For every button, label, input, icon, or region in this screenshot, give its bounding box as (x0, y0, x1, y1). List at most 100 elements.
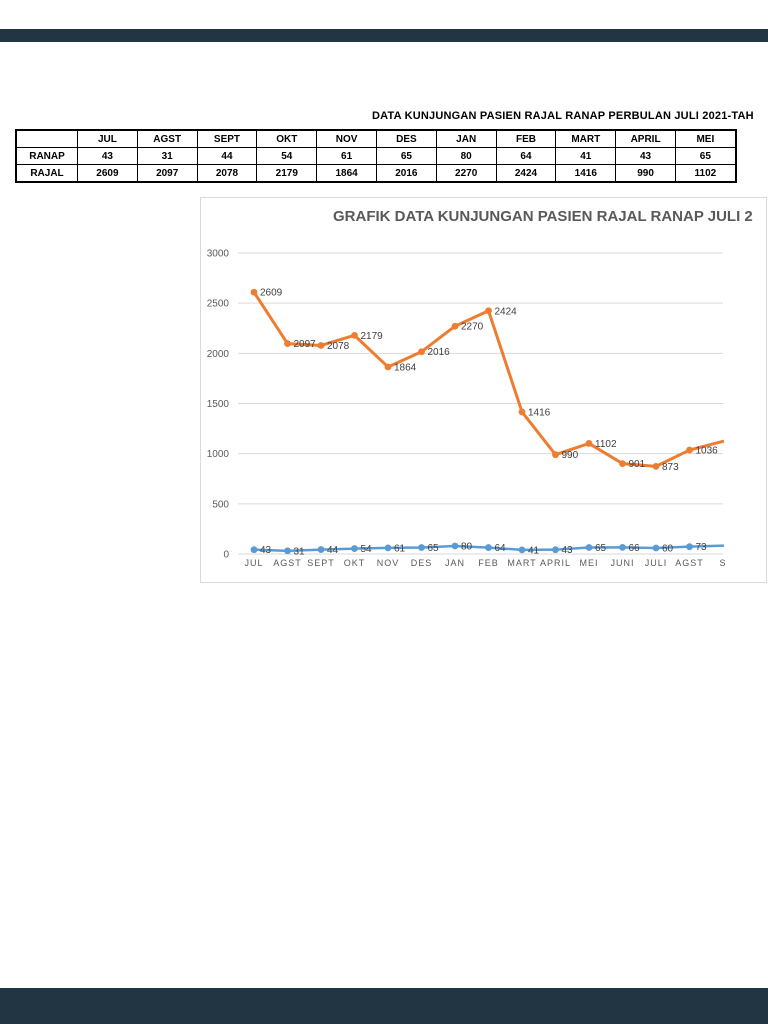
table-header-cell: JUL (77, 129, 138, 148)
series-line-rajal (252, 291, 725, 468)
data-point-rajal (384, 363, 392, 371)
data-point-rajal (317, 342, 325, 349)
data-table: JUL AGST SEPT OKT NOV DES JAN FEB MART APRIL MEI RA… (15, 129, 737, 183)
x-axis-tick-label: JAN (445, 558, 465, 568)
data-label: 61 (394, 543, 406, 554)
table-header-cell: APRIL (615, 129, 676, 148)
data-point-rajal (418, 348, 425, 356)
chart: GRAFIK DATA KUNJUNGAN PASIEN RAJAL RANAP… (200, 197, 767, 583)
table-row-label: RANAP (15, 147, 78, 165)
data-label: 1864 (394, 362, 417, 373)
y-axis-tick-label: 0 (223, 550, 229, 561)
data-label: 2270 (461, 322, 484, 333)
data-label: 901 (629, 459, 646, 470)
x-axis-tick-label: MEI (579, 558, 598, 568)
x-axis-tick-label: JUL (244, 558, 263, 568)
data-point-ranap (686, 543, 693, 551)
data-label: 43 (260, 545, 272, 556)
data-point-ranap (518, 546, 526, 554)
data-point-ranap (485, 544, 492, 551)
data-point-ranap (585, 544, 593, 551)
data-label: 73 (696, 542, 708, 553)
data-label: 60 (662, 543, 674, 554)
x-axis-tick-label: APRIL (540, 558, 571, 568)
data-point-rajal (250, 288, 258, 296)
data-label: 2609 (260, 288, 283, 299)
table-cell: 2424 (495, 164, 557, 183)
y-axis-tick-label: 2000 (207, 349, 230, 360)
table-header-cell: SEPT (196, 129, 258, 148)
data-label: 54 (361, 544, 373, 555)
data-point-ranap (384, 544, 392, 552)
table-header-cell: NOV (316, 129, 377, 148)
table-header-cell: DES (375, 129, 437, 148)
table-cell: 1416 (555, 164, 617, 183)
x-axis-tick-label: MART (507, 558, 536, 568)
data-label: 1416 (528, 407, 551, 418)
table-cell: 1102 (674, 164, 737, 183)
x-axis-tick-label: NOV (377, 558, 400, 568)
data-point-ranap (317, 546, 325, 553)
data-label: 990 (562, 450, 579, 461)
table-row: JUL AGST SEPT OKT NOV DES JAN FEB MART APRIL MEI (15, 129, 737, 148)
table-cell: 2270 (435, 164, 497, 183)
table-cell: 2078 (196, 164, 258, 183)
data-label: 64 (495, 543, 507, 554)
data-point-ranap (552, 546, 559, 554)
x-axis-tick-label: FEB (478, 558, 499, 568)
table-cell: 31 (136, 147, 198, 165)
table-row: RAJAL 2609 2097 2078 2179 1864 2016 2270 2424 141… (15, 164, 737, 183)
table-row-label: RAJAL (15, 164, 78, 183)
data-point-rajal (619, 460, 626, 467)
data-point-ranap (418, 544, 425, 551)
data-label: 44 (327, 545, 339, 556)
table-cell: 1864 (316, 164, 377, 183)
table-cell: 65 (375, 147, 437, 165)
y-axis-tick-label: 1500 (207, 399, 230, 410)
data-label: 2179 (361, 331, 384, 342)
x-axis-tick-label: JULI (645, 558, 668, 568)
table-header-cell: MEI (674, 129, 737, 148)
data-label: 80 (461, 541, 473, 552)
x-axis-tick-label: DES (411, 558, 433, 568)
table-header-cell: JAN (435, 129, 497, 148)
table-row: RANAP 43 31 44 54 61 65 80 64 41 43 65 (15, 147, 737, 165)
x-axis-tick-label: JUNI (611, 558, 635, 568)
table-cell: 2609 (77, 164, 138, 183)
table-cell: 2097 (136, 164, 198, 183)
data-label: 65 (428, 543, 440, 554)
data-label: 41 (528, 545, 540, 556)
table-cell: 2016 (375, 164, 437, 183)
table-header-cell: FEB (495, 129, 557, 148)
data-label: 2097 (294, 339, 317, 350)
data-point-rajal (485, 307, 492, 315)
y-axis-tick-label: 2500 (207, 299, 230, 310)
viewer-page-gap-bottom (0, 988, 768, 1024)
data-label: 1102 (595, 439, 617, 450)
chart-title: GRAFIK DATA KUNJUNGAN PASIEN RAJAL RANAP… (333, 208, 753, 225)
x-axis-tick-label: SEPT (307, 558, 335, 568)
table-cell: 990 (615, 164, 676, 183)
data-point-rajal (451, 322, 459, 330)
data-point-ranap (250, 546, 258, 554)
document-title: DATA KUNJUNGAN PASIEN RAJAL RANAP PERBUL… (372, 110, 754, 122)
table-header-cell: MART (555, 129, 617, 148)
table-cell: 65 (674, 147, 737, 165)
table-cell: 2179 (256, 164, 318, 183)
viewer-page-gap-top (0, 29, 768, 42)
table-cell: 64 (495, 147, 557, 165)
data-point-rajal (585, 440, 593, 447)
data-label: 31 (294, 546, 306, 557)
y-axis-tick-label: 500 (212, 499, 229, 510)
data-label: 65 (595, 543, 607, 554)
y-axis-tick-label: 3000 (207, 248, 230, 259)
x-axis-tick-label: AGST (273, 558, 302, 568)
table-cell: 54 (256, 147, 318, 165)
x-axis-tick-label: OKT (344, 558, 366, 568)
data-point-rajal (284, 340, 291, 347)
table-cell: 44 (196, 147, 258, 165)
table-header-cell: AGST (136, 129, 198, 148)
table-cell: 80 (435, 147, 497, 165)
data-point-ranap (652, 544, 660, 552)
x-axis-tick-label: AGST (675, 558, 704, 568)
